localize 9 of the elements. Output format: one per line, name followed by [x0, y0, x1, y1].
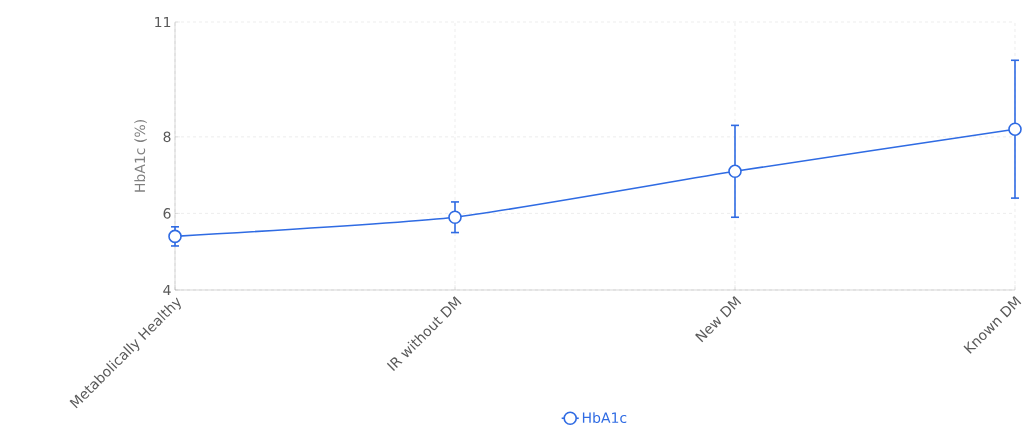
legend-label: HbA1c — [582, 412, 627, 424]
y-tick-label: 6 — [163, 208, 171, 219]
y-axis-title: HbA1c (%) — [134, 120, 147, 192]
point — [728, 164, 742, 179]
point — [448, 210, 462, 225]
y-tick-label: 11 — [155, 16, 171, 28]
point — [1008, 122, 1022, 136]
y-tick-label: 8 — [163, 131, 171, 143]
y-tick-label: 4 — [163, 284, 171, 296]
